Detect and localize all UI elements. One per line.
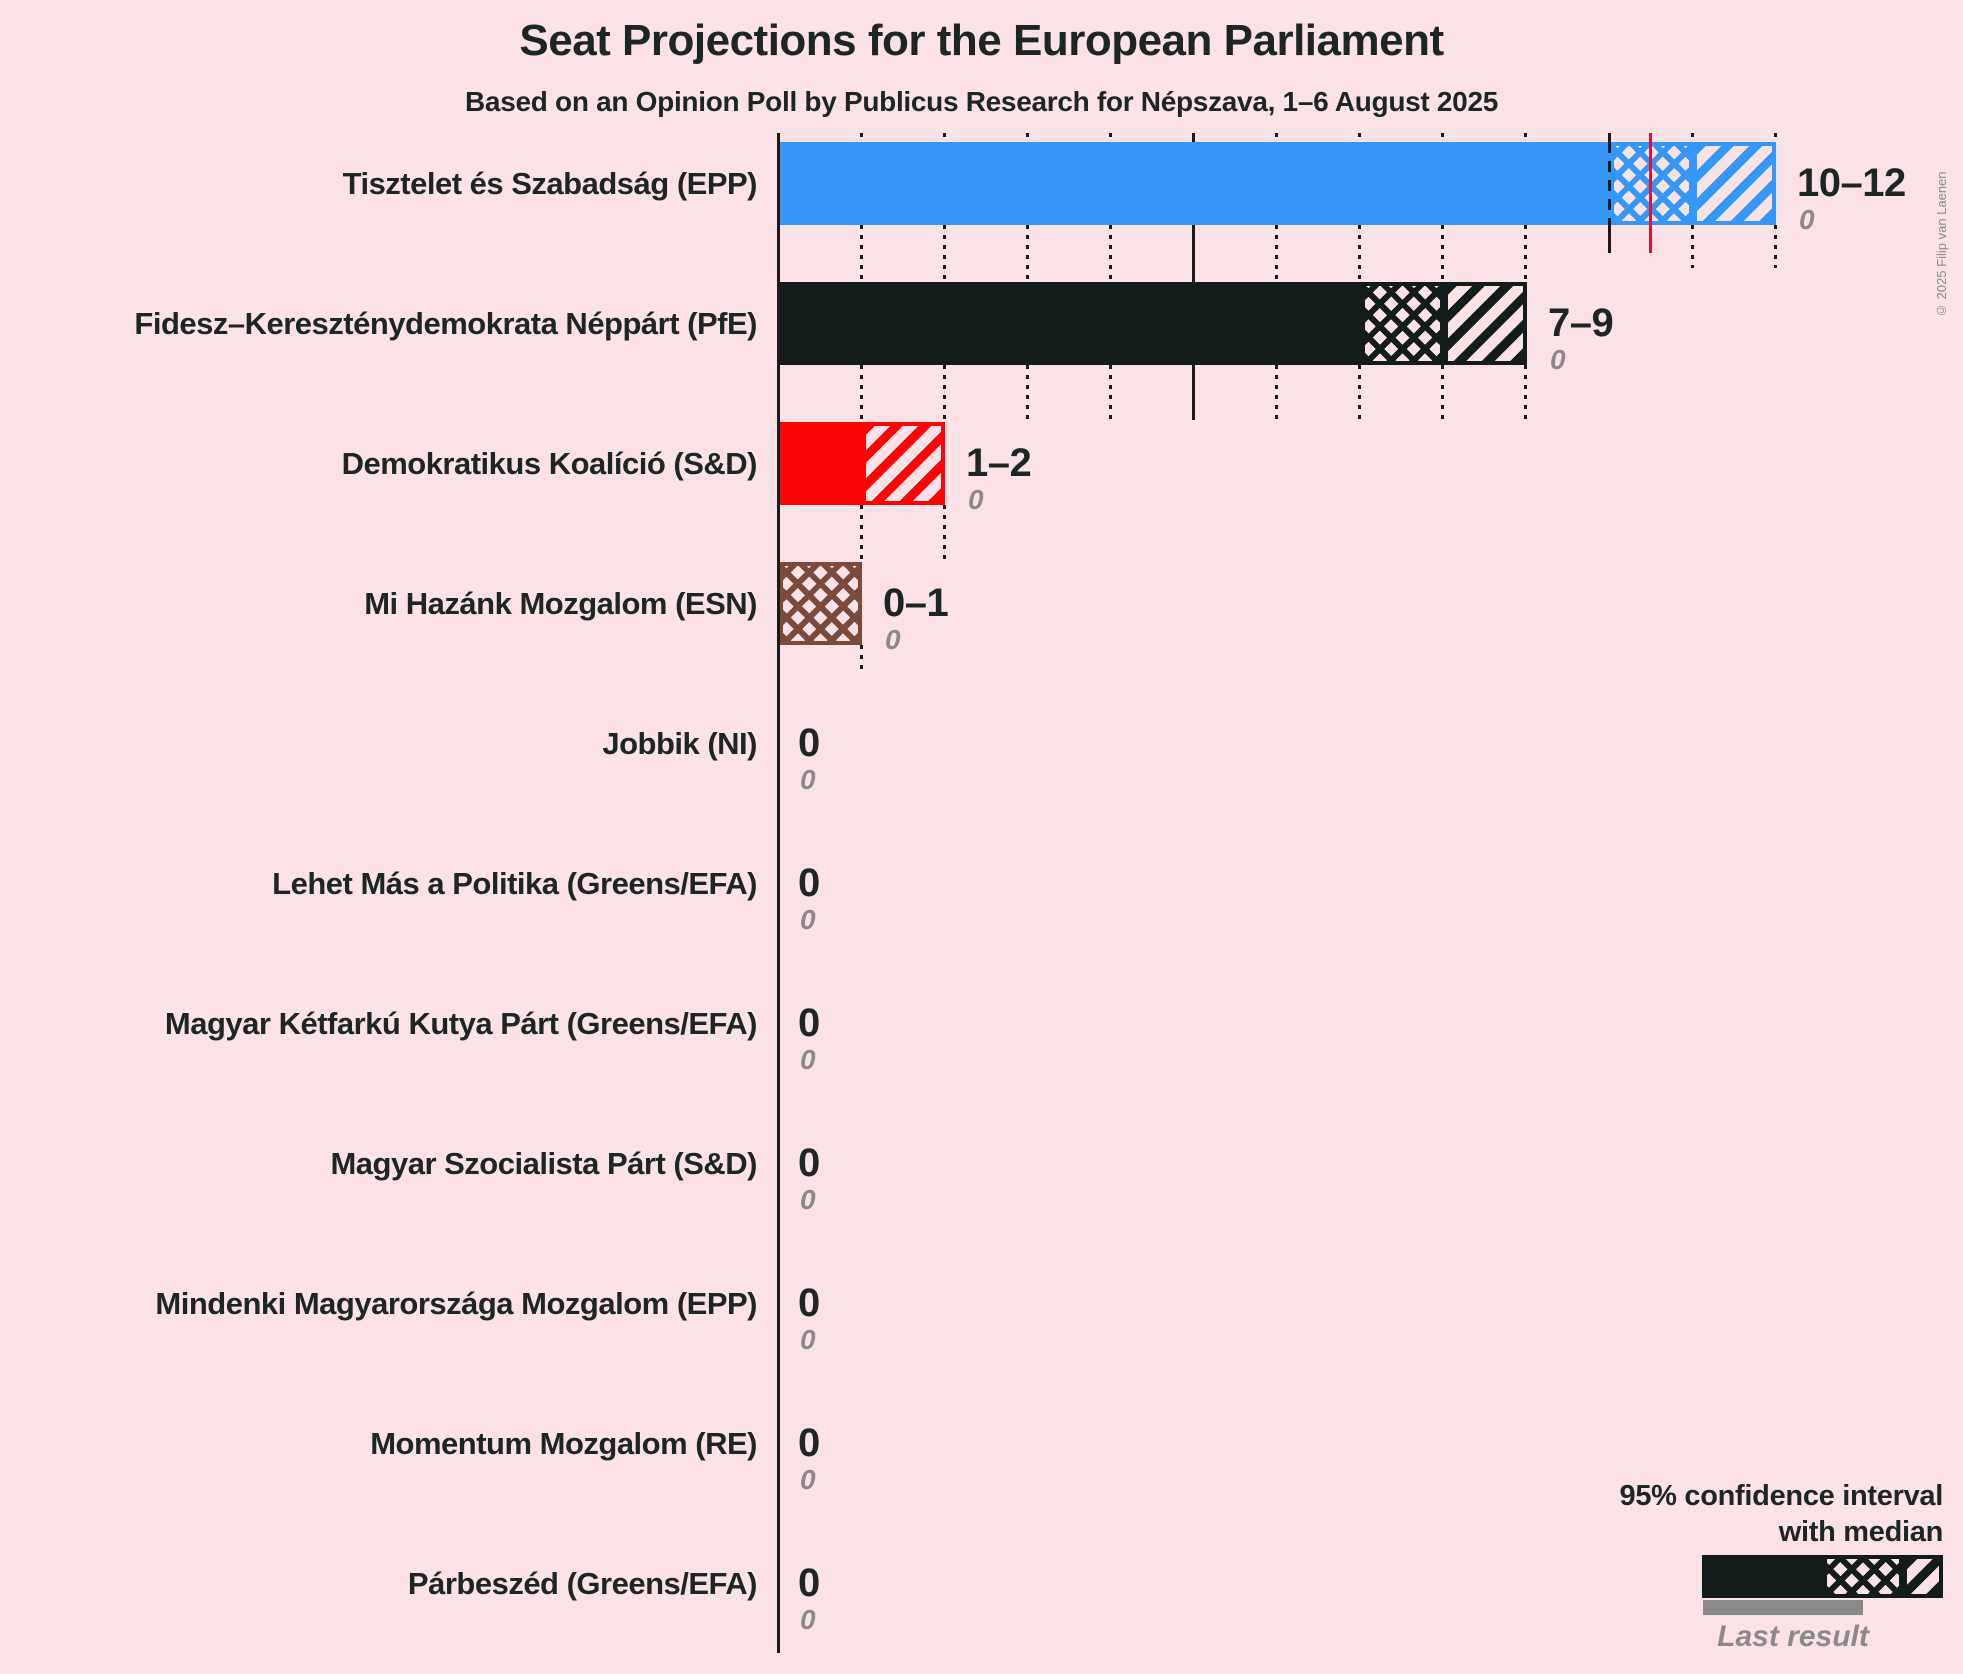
gridline-seat-tick	[860, 365, 863, 420]
last-result-label: 0	[800, 1044, 816, 1075]
bar-ci-solid	[779, 142, 1610, 225]
value-label: 0	[798, 1281, 820, 1325]
last-result-label: 0	[800, 1464, 816, 1495]
gridline-seat-tick	[1524, 365, 1527, 420]
value-label: 0	[798, 1561, 820, 1605]
last-result-label: 0	[800, 764, 816, 795]
legend-ci-line2: with median	[1778, 1516, 1944, 1548]
value-label: 1–2	[966, 441, 1032, 485]
gridline-seat-tick	[1358, 133, 1361, 142]
bar-ci-diagonal	[862, 422, 945, 505]
party-label: Párbeszéd (Greens/EFA)	[407, 1566, 758, 1601]
gridline-seat-tick	[1691, 133, 1694, 142]
bar-ci-solid	[779, 422, 862, 505]
gridline-seat-tick	[1774, 133, 1777, 142]
last-result-label: 0	[885, 624, 901, 655]
copyright-text: © 2025 Filip van Laenen	[1934, 171, 1949, 318]
legend-ci-line1: 95% confidence interval	[1619, 1480, 1944, 1512]
legend-sample-diagonal	[1903, 1555, 1943, 1598]
gridline-seat-tick	[1608, 225, 1611, 253]
gridline-seat-tick	[943, 133, 946, 142]
value-label: 0	[798, 1001, 820, 1045]
gridline-seat-tick	[1275, 365, 1278, 420]
gridline-seat-tick	[1109, 225, 1112, 282]
gridline-seat-tick	[943, 365, 946, 420]
last-result-label: 0	[1550, 344, 1566, 375]
value-label: 0	[798, 1421, 820, 1465]
last-result-label: 0	[800, 1324, 816, 1355]
gridline-seat-tick	[1275, 225, 1278, 282]
last-result-label: 0	[800, 904, 816, 935]
value-label: 0	[798, 1141, 820, 1185]
last-result-label: 0	[968, 484, 984, 515]
gridline-seat-tick	[1026, 365, 1029, 420]
majority-threshold-line	[1649, 133, 1652, 253]
value-label: 7–9	[1548, 301, 1614, 345]
party-label: Lehet Más a Politika (Greens/EFA)	[272, 866, 757, 901]
gridline-seat-tick	[1275, 133, 1278, 142]
chart-subtitle: Based on an Opinion Poll by Publicus Res…	[465, 86, 1498, 117]
party-label: Jobbik (NI)	[602, 726, 757, 761]
bar-ci-solid	[779, 282, 1361, 365]
chart-title: Seat Projections for the European Parlia…	[519, 16, 1444, 65]
value-label: 0	[798, 721, 820, 765]
bar-ci-crosshatch	[779, 562, 862, 645]
gridline-seat-tick	[860, 645, 863, 672]
last-result-label: 0	[1799, 204, 1815, 235]
gridline-seat-tick	[1774, 225, 1777, 268]
bar-ci-diagonal	[1444, 282, 1527, 365]
value-label: 0	[798, 861, 820, 905]
gridline-seat-tick	[1691, 225, 1694, 268]
y-axis-line	[777, 133, 780, 1653]
gridline-seat-tick	[860, 225, 863, 282]
gridline-seat-tick	[1524, 133, 1527, 142]
gridline-seat-tick	[1358, 225, 1361, 282]
gridline-seat-tick	[1441, 133, 1444, 142]
party-label: Demokratikus Koalíció (S&D)	[341, 446, 758, 481]
gridline-seat-tick	[860, 133, 863, 142]
party-label: Mi Hazánk Mozgalom (ESN)	[364, 586, 757, 621]
gridline-seat-tick	[1192, 133, 1195, 142]
legend-sample-crosshatch	[1823, 1555, 1903, 1598]
gridline-seat-tick	[1192, 225, 1195, 282]
value-label: 0–1	[883, 581, 949, 625]
gridline-seat-tick	[943, 225, 946, 282]
value-label: 10–12	[1797, 161, 1906, 205]
party-label: Fidesz–Kereszténydemokrata Néppárt (PfE)	[134, 306, 757, 341]
gridline-dashed-overlay	[1608, 142, 1611, 225]
party-label: Magyar Kétfarkú Kutya Párt (Greens/EFA)	[164, 1006, 758, 1041]
bar-ci-diagonal	[1693, 142, 1776, 225]
gridline-seat-tick	[1358, 365, 1361, 420]
gridline-seat-tick	[1441, 225, 1444, 282]
gridline-seat-tick	[1608, 133, 1611, 142]
gridline-seat-tick	[860, 505, 863, 561]
gridline-seat-tick	[1026, 225, 1029, 282]
legend-last-result-sample	[1703, 1600, 1863, 1615]
party-label: Momentum Mozgalom (RE)	[370, 1426, 757, 1461]
bar-ci-crosshatch	[1361, 282, 1444, 365]
party-label: Magyar Szocialista Párt (S&D)	[330, 1146, 757, 1181]
gridline-seat-tick	[1192, 365, 1195, 420]
legend-last-result-label: Last result	[1717, 1620, 1869, 1653]
gridline-seat-tick	[1109, 133, 1112, 142]
gridline-seat-tick	[1524, 225, 1527, 282]
party-label: Mindenki Magyarországa Mozgalom (EPP)	[155, 1286, 757, 1321]
gridline-seat-tick	[943, 505, 946, 561]
gridline-seat-tick	[1441, 365, 1444, 420]
last-result-label: 0	[800, 1184, 816, 1215]
last-result-label: 0	[800, 1604, 816, 1635]
party-label: Tisztelet és Szabadság (EPP)	[342, 166, 758, 201]
gridline-seat-tick	[1026, 133, 1029, 142]
legend-sample-solid	[1702, 1555, 1823, 1598]
legend-ci-label: 95% confidence interval with median	[1620, 1478, 1944, 1550]
gridline-seat-tick	[1109, 365, 1112, 420]
